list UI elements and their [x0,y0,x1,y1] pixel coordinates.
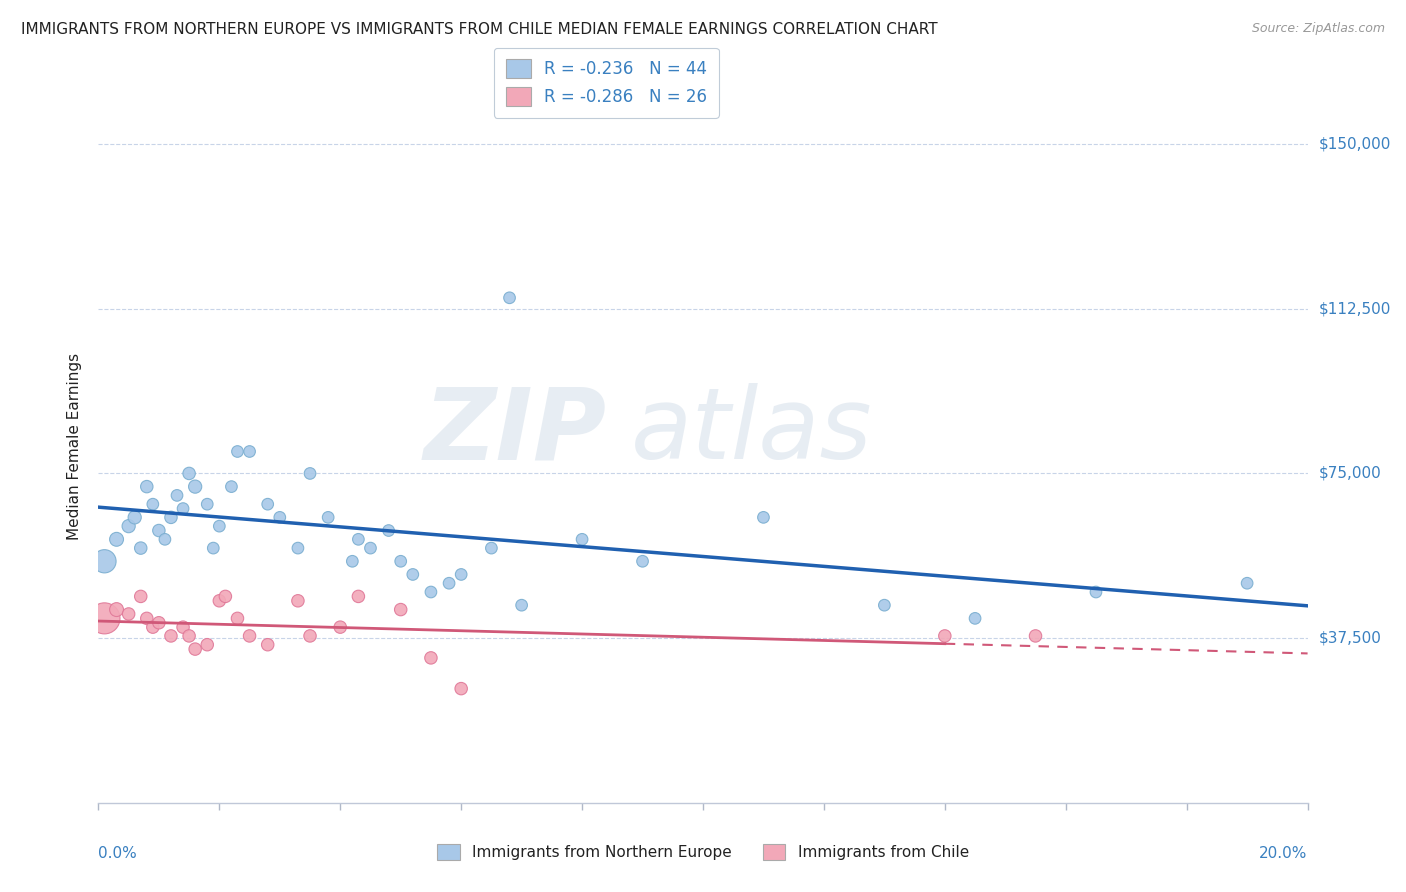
Point [934,629,956,643]
Text: Source: ZipAtlas.com: Source: ZipAtlas.com [1251,22,1385,36]
Point [184,480,207,494]
Point [631,554,654,568]
Point [148,524,170,538]
Text: $37,500: $37,500 [1319,631,1382,646]
Point [239,444,262,458]
Text: ZIP: ZIP [423,384,606,480]
Point [195,497,218,511]
Point [450,681,472,696]
Point [437,576,460,591]
Point [160,629,183,643]
Point [402,567,425,582]
Point [510,598,533,612]
Legend: Immigrants from Northern Europe, Immigrants from Chile: Immigrants from Northern Europe, Immigra… [432,838,974,866]
Point [129,590,152,604]
Point [179,629,201,643]
Point [135,480,157,494]
Point [153,533,176,547]
Point [160,510,183,524]
Point [329,620,352,634]
Point [287,594,309,608]
Text: $112,500: $112,500 [1319,301,1391,317]
Point [105,533,128,547]
Point [93,554,115,568]
Point [389,554,412,568]
Point [118,607,141,621]
Point [129,541,152,555]
Point [256,638,278,652]
Point [208,519,231,533]
Point [214,590,236,604]
Point [124,510,146,524]
Text: atlas: atlas [630,384,872,480]
Point [287,541,309,555]
Text: 20.0%: 20.0% [1260,846,1308,861]
Point [195,638,218,652]
Point [172,620,194,634]
Point [420,651,443,665]
Point [142,620,165,634]
Point [1024,629,1046,643]
Point [148,615,170,630]
Point [202,541,225,555]
Point [135,611,157,625]
Point [420,585,443,599]
Point [450,567,472,582]
Point [118,519,141,533]
Point [208,594,231,608]
Point [498,291,520,305]
Point [256,497,278,511]
Point [342,554,364,568]
Point [93,611,115,625]
Point [316,510,339,524]
Text: 0.0%: 0.0% [98,846,138,861]
Y-axis label: Median Female Earnings: Median Female Earnings [67,352,83,540]
Point [179,467,201,481]
Point [1085,585,1108,599]
Point [226,444,249,458]
Point [347,590,370,604]
Point [299,467,322,481]
Point [299,629,322,643]
Point [571,533,593,547]
Text: $150,000: $150,000 [1319,136,1391,152]
Point [172,501,194,516]
Text: $75,000: $75,000 [1319,466,1382,481]
Point [389,602,412,616]
Point [184,642,207,657]
Point [481,541,503,555]
Point [752,510,775,524]
Point [226,611,249,625]
Point [269,510,291,524]
Text: IMMIGRANTS FROM NORTHERN EUROPE VS IMMIGRANTS FROM CHILE MEDIAN FEMALE EARNINGS : IMMIGRANTS FROM NORTHERN EUROPE VS IMMIG… [21,22,938,37]
Point [239,629,262,643]
Point [1236,576,1258,591]
Point [873,598,896,612]
Point [965,611,987,625]
Point [221,480,243,494]
Point [142,497,165,511]
Point [105,602,128,616]
Point [377,524,399,538]
Point [360,541,382,555]
Point [347,533,370,547]
Point [166,488,188,502]
